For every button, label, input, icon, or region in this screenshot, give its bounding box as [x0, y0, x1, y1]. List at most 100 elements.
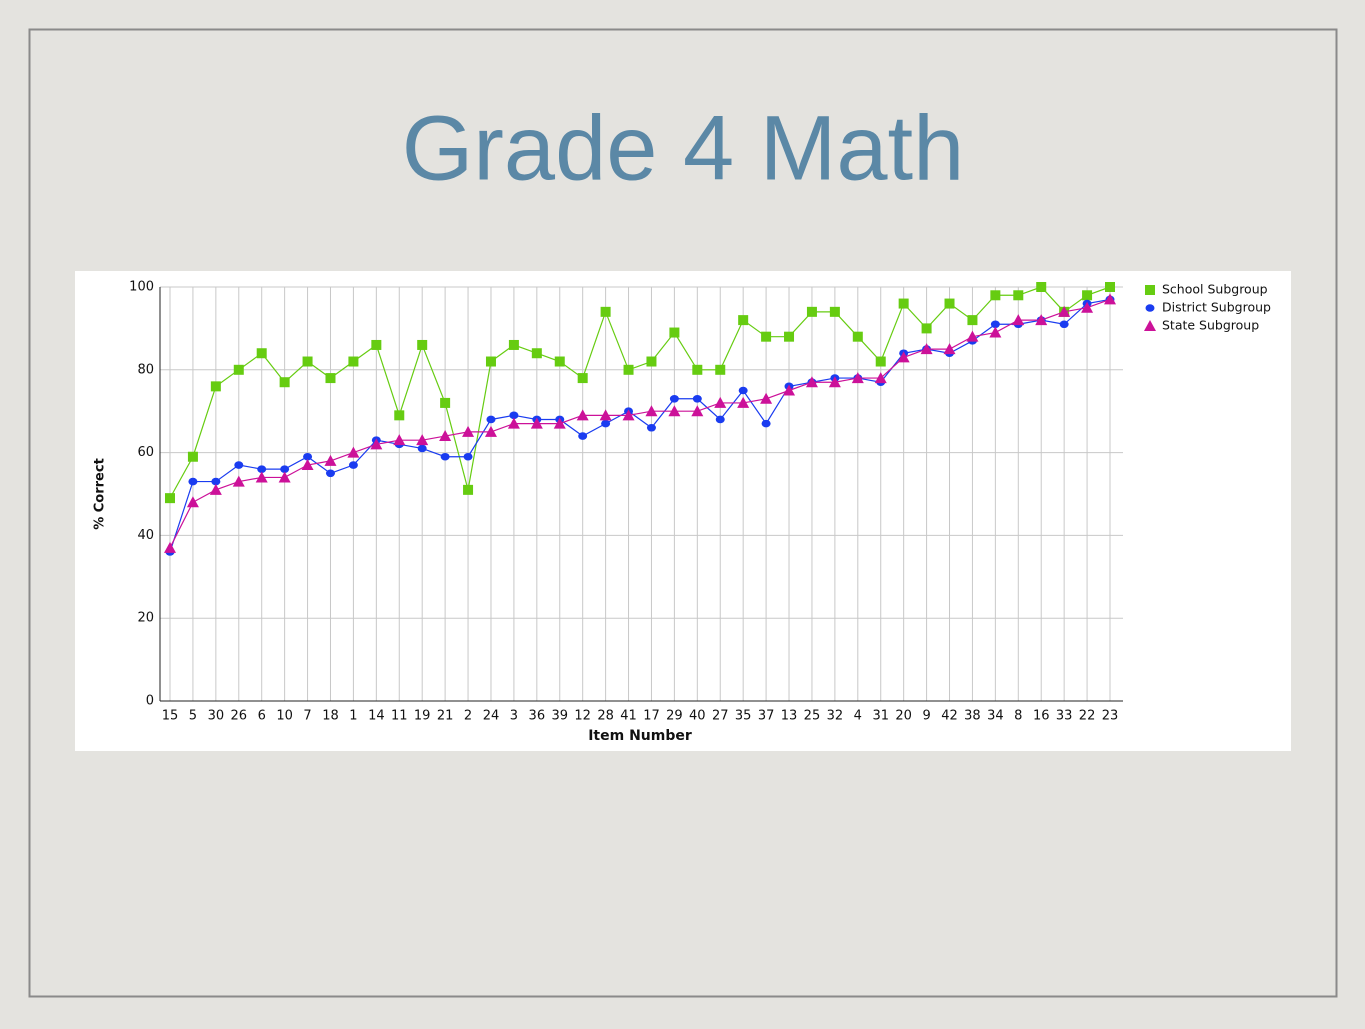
- point: [324, 454, 337, 466]
- point: [553, 417, 566, 429]
- point: [371, 339, 382, 350]
- x-tick-label: 38: [964, 709, 981, 724]
- point: [255, 471, 268, 483]
- point: [806, 306, 817, 317]
- point: [463, 484, 474, 495]
- x-tick-label: 29: [666, 709, 683, 724]
- y-axis-label: % Correct: [93, 458, 108, 530]
- point: [439, 430, 452, 442]
- point: [761, 419, 771, 428]
- x-tick-label: 31: [872, 709, 889, 724]
- x-tick-label: 26: [231, 709, 248, 724]
- point: [784, 331, 795, 342]
- point: [233, 364, 244, 375]
- point: [232, 475, 245, 487]
- y-tick-label: 100: [129, 280, 154, 295]
- point: [347, 446, 360, 458]
- point: [417, 339, 428, 350]
- point: [257, 465, 267, 473]
- point: [715, 364, 726, 375]
- point: [897, 351, 910, 363]
- x-tick-label: 21: [437, 709, 454, 724]
- x-tick-label: 5: [189, 709, 197, 724]
- point: [828, 376, 841, 388]
- point: [1012, 314, 1025, 326]
- point: [1145, 285, 1155, 295]
- point: [601, 419, 611, 428]
- legend-label: District Subgroup: [1162, 300, 1271, 315]
- point: [600, 306, 611, 317]
- point: [966, 330, 979, 342]
- point: [1081, 301, 1094, 313]
- point: [440, 397, 451, 408]
- x-tick-label: 11: [391, 709, 408, 724]
- x-tick-label: 37: [758, 709, 775, 724]
- point: [1104, 293, 1116, 305]
- point: [370, 438, 383, 450]
- y-tick-label: 0: [146, 694, 154, 709]
- point: [530, 417, 543, 429]
- point: [623, 364, 634, 375]
- point: [210, 381, 221, 392]
- point: [875, 356, 886, 367]
- point: [256, 348, 267, 359]
- x-tick-label: 36: [529, 709, 546, 724]
- x-tick-label: 8: [1014, 709, 1022, 724]
- point: [509, 411, 519, 420]
- point: [805, 376, 818, 388]
- point: [829, 306, 840, 317]
- point: [1145, 304, 1155, 312]
- point: [279, 377, 290, 388]
- point: [851, 372, 864, 384]
- x-tick-label: 19: [414, 709, 431, 724]
- point: [531, 348, 542, 359]
- point: [576, 409, 589, 421]
- point: [944, 298, 955, 309]
- x-tick-label: 35: [735, 709, 752, 724]
- y-tick-label: 20: [137, 611, 154, 626]
- x-tick-label: 1: [349, 709, 357, 724]
- x-tick-label: 10: [276, 709, 293, 724]
- point: [989, 326, 1002, 338]
- point: [1058, 305, 1071, 317]
- point: [691, 405, 704, 417]
- point: [234, 461, 244, 469]
- point: [852, 331, 863, 342]
- point: [188, 477, 198, 486]
- point: [646, 423, 656, 432]
- point: [761, 331, 772, 342]
- x-tick-label: 33: [1056, 709, 1073, 724]
- point: [325, 373, 336, 384]
- point: [738, 315, 749, 326]
- point: [669, 327, 680, 338]
- point: [760, 392, 773, 404]
- point: [507, 417, 520, 429]
- point: [1013, 290, 1024, 301]
- x-tick-label: 16: [1033, 709, 1050, 724]
- point: [577, 373, 588, 384]
- point: [967, 315, 978, 326]
- point: [393, 434, 406, 446]
- x-tick-label: 41: [620, 709, 637, 724]
- x-tick-label: 15: [162, 709, 179, 724]
- point: [1105, 282, 1115, 292]
- point: [921, 323, 932, 334]
- chart-panel: [75, 271, 1291, 751]
- x-tick-label: 6: [258, 709, 266, 724]
- x-tick-label: 9: [922, 709, 930, 724]
- x-tick-label: 32: [827, 709, 844, 724]
- point: [692, 394, 702, 403]
- y-tick-label: 60: [137, 445, 154, 460]
- point: [302, 356, 313, 367]
- x-tick-label: 30: [208, 709, 225, 724]
- point: [898, 298, 909, 309]
- point: [1036, 282, 1047, 292]
- x-tick-label: 3: [510, 709, 518, 724]
- point: [165, 493, 175, 504]
- point: [668, 405, 681, 417]
- point: [737, 396, 750, 408]
- point: [303, 452, 313, 461]
- point: [715, 415, 725, 424]
- x-tick-label: 12: [574, 709, 591, 724]
